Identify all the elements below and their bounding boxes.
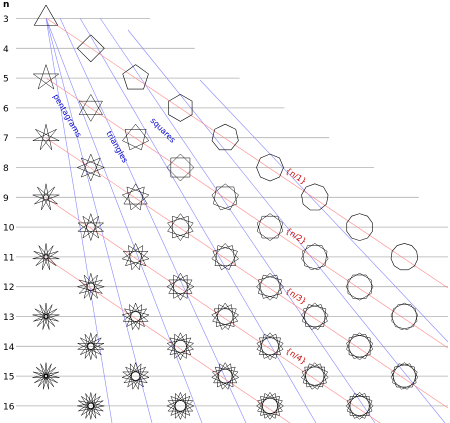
- row-label-13: 13: [3, 313, 14, 323]
- row-label-8: 8: [3, 164, 9, 174]
- star-polygon-14-5: [166, 332, 195, 361]
- star-polygon-11-2: [301, 243, 329, 271]
- star-polygon-9-3: [121, 183, 150, 211]
- star-polygon-11-1: [390, 243, 419, 271]
- star-polygon-10-1: [346, 213, 373, 241]
- star-polygon-15-5: [211, 362, 239, 390]
- star-polygon-15-4: [300, 362, 329, 390]
- density-label-n4: {n/4}: [284, 346, 308, 366]
- star-polygon-12-2: [345, 272, 374, 301]
- star-polygon-12-5: [76, 273, 106, 302]
- row-label-11: 11: [3, 253, 14, 263]
- star-polygon-14-3: [346, 332, 374, 361]
- star-polygon-8-3: [76, 153, 105, 182]
- row-label-12: 12: [3, 283, 14, 293]
- blue-guide-line: [79, 17, 317, 423]
- star-polygon-6-1: [168, 94, 193, 122]
- blue-guide-line: [45, 17, 203, 423]
- star-polygon-12-4: [166, 273, 195, 301]
- family-label-triangles: triangles: [104, 130, 129, 165]
- star-polygon-7-1: [211, 123, 239, 151]
- density-label-n1: {n/1}: [284, 166, 308, 186]
- star-polygon-16-6: [166, 392, 195, 421]
- blue-guide-line: [99, 17, 376, 423]
- star-polygon-6-2: [78, 94, 103, 122]
- blue-guide-line: [59, 17, 247, 423]
- row-label-16: 16: [3, 402, 15, 412]
- blue-guide-line: [45, 17, 153, 423]
- star-polygon-11-4: [121, 243, 150, 271]
- row-label-7: 7: [3, 134, 9, 144]
- star-polygon-4-1: [76, 34, 105, 63]
- star-polygon-8-1: [256, 153, 284, 182]
- row-label-9: 9: [3, 194, 9, 204]
- row-label-14: 14: [3, 343, 15, 353]
- star-polygon-16-5: [256, 392, 284, 420]
- star-polygon-14-4: [256, 332, 284, 361]
- star-polygon-10-2: [256, 213, 284, 241]
- star-polygon-13-4: [211, 302, 240, 331]
- blue-guide-line: [199, 79, 449, 343]
- star-polygon-15-6: [121, 362, 150, 391]
- star-polygon-13-6: [32, 302, 60, 330]
- star-polygons: [32, 4, 419, 421]
- row-label-10: 10: [3, 224, 15, 234]
- blue-guide-line: [127, 29, 446, 423]
- star-polygon-3-1: [33, 4, 59, 26]
- star-polygon-10-4: [77, 213, 105, 242]
- star-polygon-9-2: [211, 183, 239, 211]
- red-guide-line: [45, 197, 381, 423]
- guide-lines: [45, 17, 449, 423]
- star-polygon-16-4: [345, 392, 374, 420]
- star-polygon-13-2: [390, 302, 419, 330]
- star-polygon-12-3: [256, 273, 284, 301]
- column-header-n: n: [3, 0, 9, 10]
- star-polygon-8-2: [166, 153, 195, 182]
- star-polygon-10-3: [167, 213, 194, 242]
- red-guide-line: [45, 137, 449, 409]
- row-label-6: 6: [3, 104, 9, 114]
- density-label-n3: {n/3}: [284, 286, 308, 306]
- star-polygon-9-4: [32, 183, 60, 211]
- red-guide-line: [45, 77, 449, 349]
- row-label-15: 15: [3, 373, 14, 383]
- star-polygon-13-5: [121, 302, 150, 331]
- star-polygon-15-3: [390, 362, 419, 390]
- row-label-5: 5: [3, 75, 9, 85]
- star-polygon-16-7: [77, 392, 105, 420]
- row-labels: 3 4 5 6 7 8 9 10 11 12 13 14 15 16: [3, 15, 15, 412]
- star-polygon-7-2: [122, 124, 150, 151]
- star-polygon-7-3: [32, 124, 60, 151]
- star-polygon-14-6: [77, 332, 105, 360]
- star-polygon-15-7: [32, 362, 60, 390]
- star-polygon-5-2: [32, 64, 60, 90]
- star-polygon-9-1: [301, 183, 329, 211]
- star-polygon-13-3: [301, 302, 329, 330]
- row-label-3: 3: [3, 15, 9, 25]
- family-label-squares: squares: [149, 116, 178, 145]
- star-polygon-11-5: [32, 243, 60, 270]
- star-polygon-11-3: [211, 243, 239, 271]
- red-guide-line: [45, 17, 449, 289]
- density-label-n2: {n/2}: [284, 226, 308, 246]
- star-polygon-5-1: [122, 64, 149, 90]
- row-label-4: 4: [3, 45, 9, 55]
